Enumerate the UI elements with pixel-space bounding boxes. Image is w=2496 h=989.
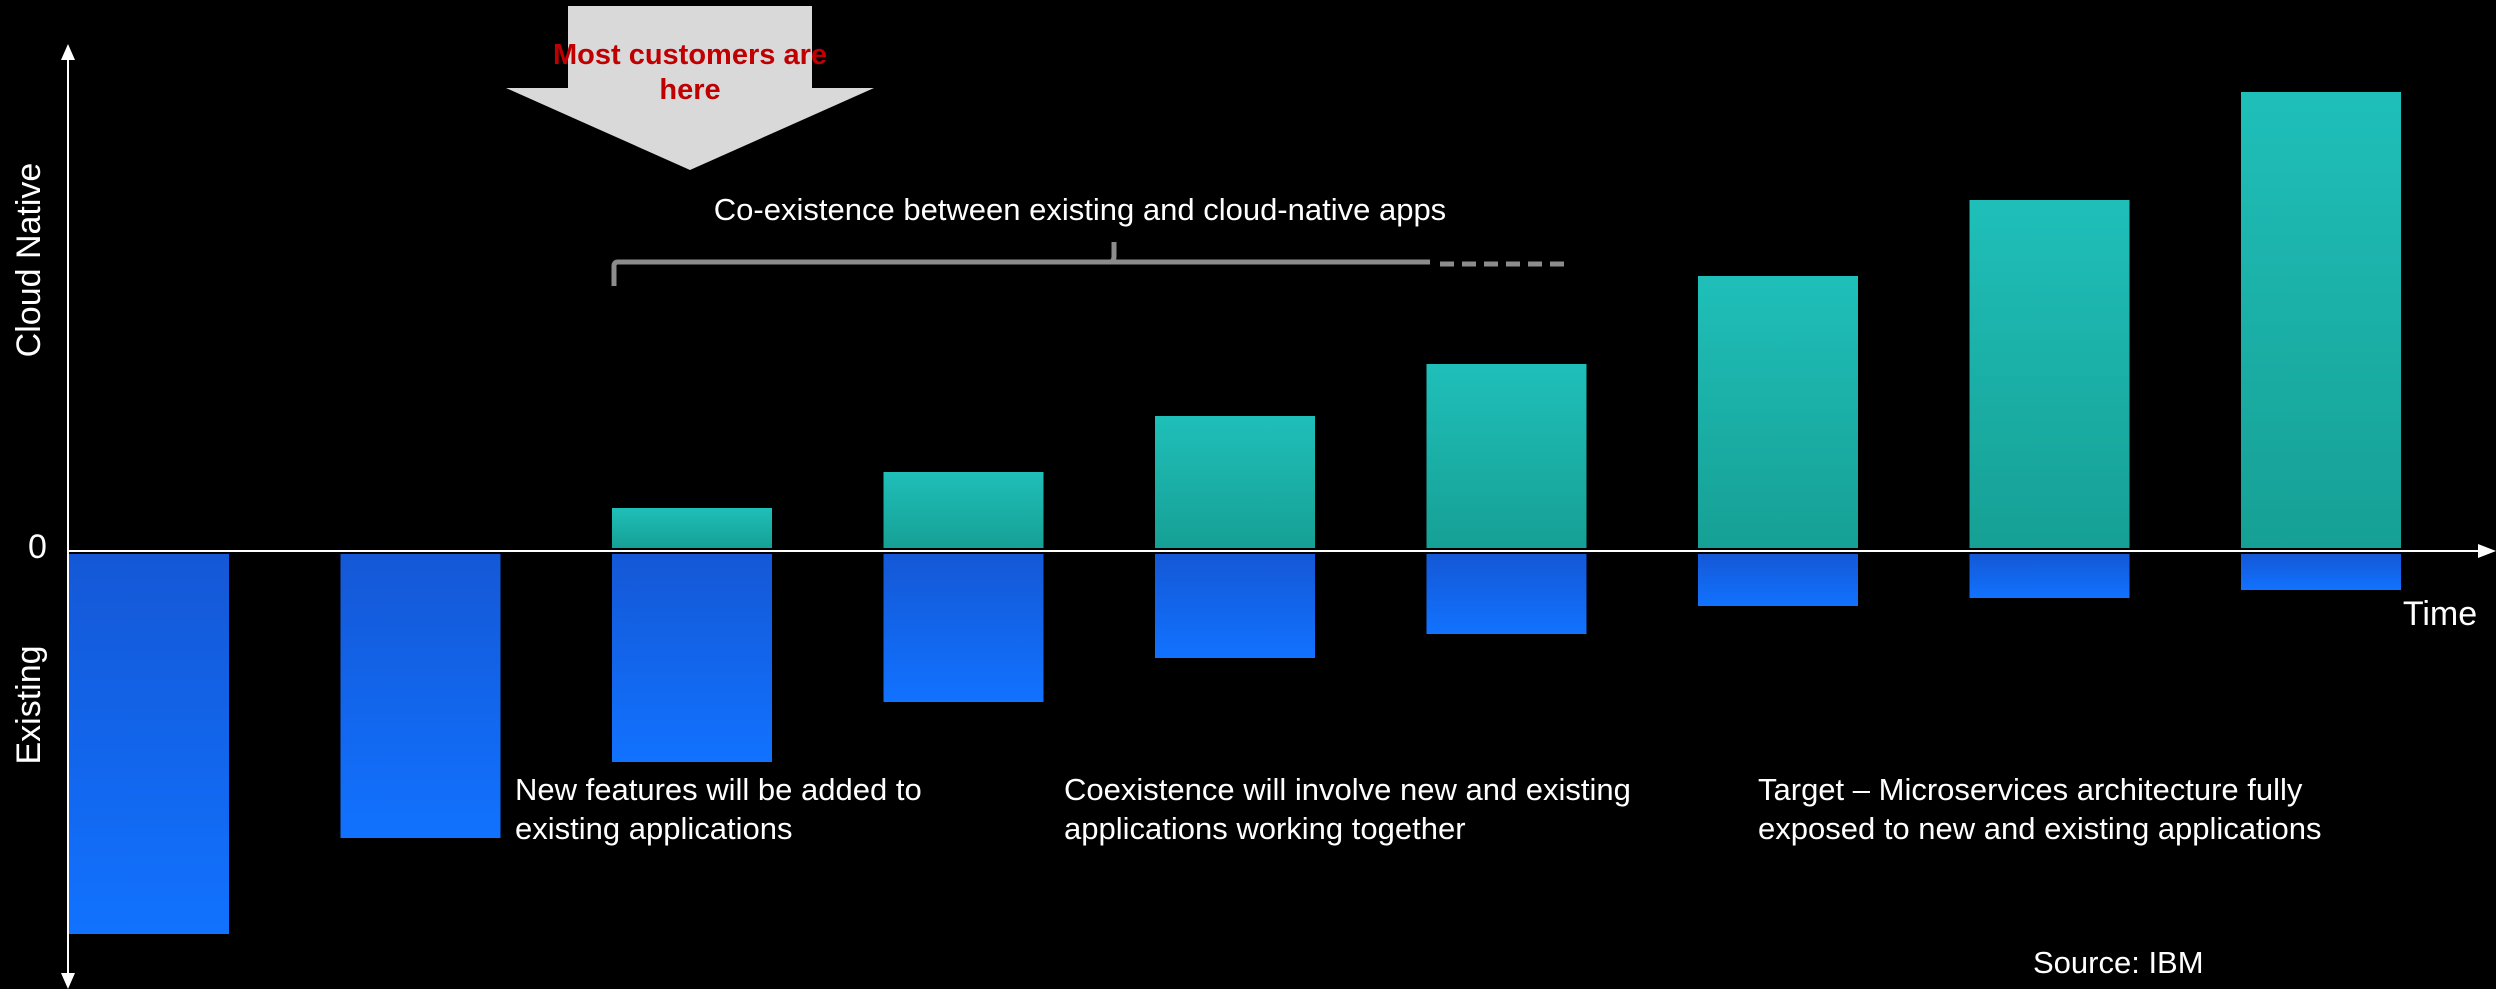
bar-existing-3 xyxy=(612,554,772,762)
annotation-line: existing applications xyxy=(515,811,792,846)
annotation-coexistence: Coexistence will involve new and existin… xyxy=(1064,772,1631,846)
callout-text-line1: Most customers are xyxy=(553,39,827,71)
annotation-line: applications working together xyxy=(1064,811,1466,846)
x-axis-label: Time xyxy=(2403,595,2477,633)
bar-existing-9 xyxy=(2241,554,2401,590)
callout-text-line2: here xyxy=(659,74,720,106)
bar-existing-8 xyxy=(1969,554,2130,598)
bar-cloud-native-3 xyxy=(612,508,772,548)
existing-bars xyxy=(69,554,2401,934)
annotation-line: exposed to new and existing applications xyxy=(1758,811,2322,846)
bar-existing-4 xyxy=(883,554,1044,702)
coexistence-label: Co-existence between existing and cloud-… xyxy=(714,192,1446,227)
bar-existing-6 xyxy=(1426,554,1587,634)
callout-arrow: Most customers are here xyxy=(506,6,874,170)
bar-cloud-native-8 xyxy=(1969,200,2130,548)
annotation-line: Target – Microservices architecture full… xyxy=(1758,772,2303,807)
y-axis xyxy=(61,44,75,989)
annotation-target: Target – Microservices architecture full… xyxy=(1758,772,2322,846)
bar-cloud-native-6 xyxy=(1426,364,1587,548)
source-label: Source: IBM xyxy=(2033,945,2204,980)
x-axis xyxy=(68,544,2496,558)
bar-existing-7 xyxy=(1698,554,1858,606)
bar-cloud-native-7 xyxy=(1698,276,1858,548)
bar-existing-5 xyxy=(1155,554,1315,658)
annotation-line: New features will be added to xyxy=(515,772,922,807)
bar-existing-1 xyxy=(69,554,229,934)
y-label-cloud-native: Cloud Native xyxy=(10,163,48,358)
y-label-existing: Existing xyxy=(10,645,48,764)
annotation-line: Coexistence will involve new and existin… xyxy=(1064,772,1631,807)
bar-cloud-native-4 xyxy=(883,472,1044,548)
coexistence-bracket xyxy=(611,242,1570,286)
annotation-new-features: New features will be added to existing a… xyxy=(515,772,922,846)
bar-cloud-native-5 xyxy=(1155,416,1315,548)
bar-cloud-native-9 xyxy=(2241,92,2401,548)
cloud-native-bars xyxy=(612,92,2401,548)
zero-label: 0 xyxy=(28,528,47,566)
bar-existing-2 xyxy=(340,554,501,838)
